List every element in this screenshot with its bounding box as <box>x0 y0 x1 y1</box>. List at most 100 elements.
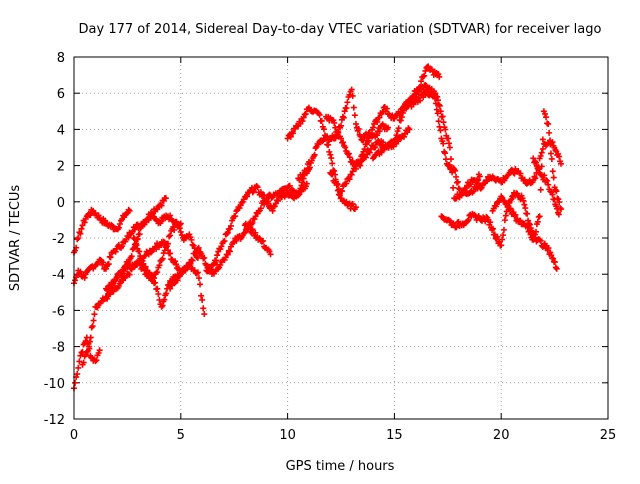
data-point <box>267 251 274 258</box>
data-point <box>81 219 88 226</box>
data-point <box>167 285 174 292</box>
data-point <box>499 236 506 243</box>
data-point <box>177 220 184 227</box>
data-point <box>327 151 334 158</box>
data-point <box>372 144 379 151</box>
data-point <box>343 105 350 112</box>
data-point <box>539 136 546 143</box>
data-point <box>210 260 217 267</box>
data-point <box>188 236 195 243</box>
data-point <box>346 91 353 98</box>
data-point <box>214 252 221 259</box>
data-point <box>367 132 374 139</box>
data-point <box>551 259 558 266</box>
data-point <box>475 177 482 184</box>
data-point <box>261 201 268 208</box>
data-point <box>547 188 554 195</box>
y-tick-label: -4 <box>52 268 65 283</box>
data-point <box>550 174 557 181</box>
data-point <box>191 267 198 274</box>
data-point <box>152 279 159 286</box>
data-point <box>332 176 339 183</box>
data-point <box>535 166 542 173</box>
data-point <box>154 206 161 213</box>
data-point <box>492 203 499 210</box>
data-point <box>420 73 427 80</box>
data-point <box>450 184 457 191</box>
data-point <box>532 228 539 235</box>
data-point <box>195 275 202 282</box>
data-point <box>182 267 189 274</box>
data-point <box>207 266 214 273</box>
data-point <box>406 126 413 133</box>
data-point <box>332 124 339 131</box>
data-point <box>378 149 385 156</box>
data-point <box>139 257 146 264</box>
data-point <box>125 206 132 213</box>
data-point <box>158 202 165 209</box>
data-point <box>482 218 489 225</box>
data-point <box>397 117 404 124</box>
data-point <box>445 135 452 142</box>
data-point <box>550 255 557 262</box>
series-track-10 <box>241 220 274 258</box>
data-point <box>476 173 483 180</box>
data-point <box>431 95 438 102</box>
data-point <box>435 118 442 125</box>
data-point <box>128 253 135 260</box>
data-point <box>198 292 205 299</box>
data-point <box>507 205 514 212</box>
data-point <box>94 304 101 311</box>
data-point <box>446 161 453 168</box>
data-point <box>532 159 539 166</box>
data-point <box>440 119 447 126</box>
data-point <box>532 231 539 238</box>
data-point <box>418 78 425 85</box>
data-point <box>162 195 169 202</box>
data-point <box>467 181 474 188</box>
data-point <box>376 128 383 135</box>
data-point <box>538 149 545 156</box>
data-point <box>362 154 369 161</box>
data-point <box>352 165 359 172</box>
data-point <box>352 204 359 211</box>
data-point <box>159 255 166 262</box>
data-point <box>240 230 247 237</box>
data-point <box>194 269 201 276</box>
data-point <box>374 118 381 125</box>
data-point <box>87 334 94 341</box>
y-tick-label: 8 <box>57 51 65 66</box>
data-point <box>364 138 371 145</box>
data-point <box>483 213 490 220</box>
data-point <box>119 272 126 279</box>
data-point <box>366 149 373 156</box>
data-point <box>394 128 401 135</box>
data-point <box>525 217 532 224</box>
data-point <box>77 230 84 237</box>
data-point <box>130 235 137 241</box>
data-point <box>164 240 171 247</box>
data-point <box>163 290 170 297</box>
data-point <box>195 244 202 251</box>
y-tick-label: -6 <box>52 304 65 319</box>
data-point <box>316 111 323 118</box>
data-point <box>137 253 144 260</box>
data-point <box>167 232 174 239</box>
data-point <box>112 248 119 255</box>
data-point <box>167 212 174 219</box>
data-point <box>96 347 103 354</box>
data-point <box>213 257 220 264</box>
data-point <box>500 232 507 239</box>
data-point <box>161 296 168 303</box>
data-point <box>415 84 422 91</box>
data-points <box>71 63 565 392</box>
data-point <box>105 261 112 268</box>
data-point <box>399 109 406 116</box>
data-point <box>392 135 399 142</box>
data-point <box>333 182 340 189</box>
data-point <box>154 269 161 276</box>
data-point <box>338 135 344 142</box>
y-tick-label: -10 <box>44 377 65 392</box>
data-point <box>530 155 537 162</box>
data-point <box>250 188 257 195</box>
